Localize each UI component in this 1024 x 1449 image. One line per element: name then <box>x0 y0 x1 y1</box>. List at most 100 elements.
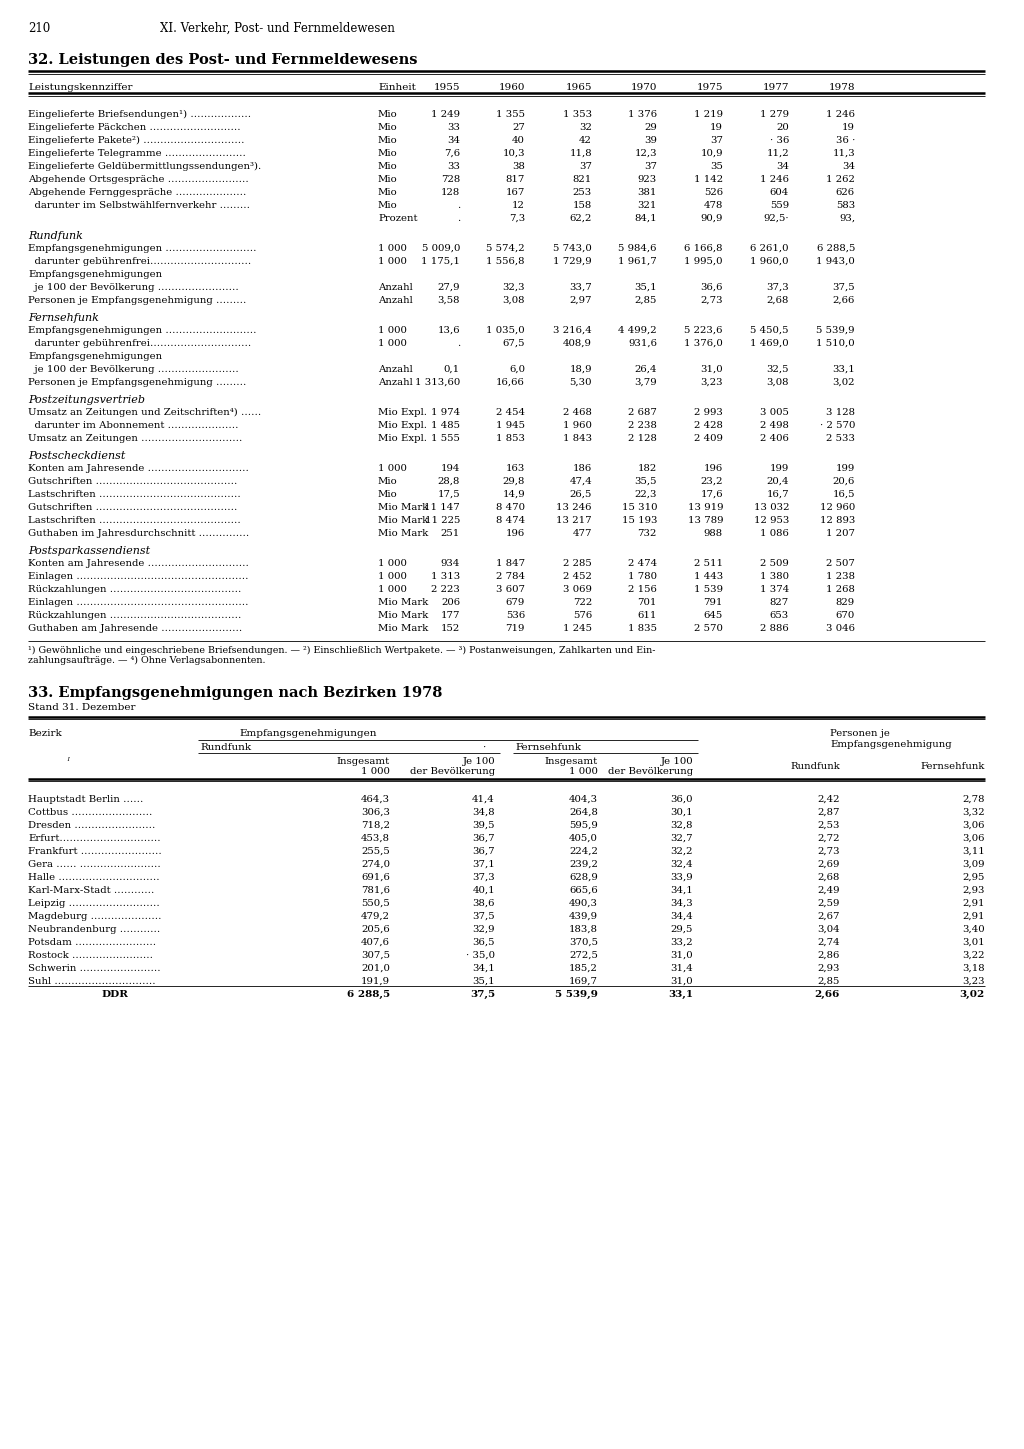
Text: 17,5: 17,5 <box>437 490 460 498</box>
Text: 1955: 1955 <box>433 83 460 91</box>
Text: · 35,0: · 35,0 <box>466 951 495 961</box>
Text: 37,3: 37,3 <box>766 283 790 293</box>
Text: 34,3: 34,3 <box>671 898 693 909</box>
Text: 182: 182 <box>638 464 657 472</box>
Text: Mio: Mio <box>378 490 397 498</box>
Text: 11,3: 11,3 <box>833 149 855 158</box>
Text: Rückzahlungen …………………………………: Rückzahlungen ………………………………… <box>28 611 242 620</box>
Text: der Bevölkerung: der Bevölkerung <box>608 767 693 777</box>
Text: 1 000: 1 000 <box>378 256 407 267</box>
Text: 12 893: 12 893 <box>819 516 855 525</box>
Text: Eingelieferte Geldübermittlungssendungen³).: Eingelieferte Geldübermittlungssendungen… <box>28 162 261 171</box>
Text: 40: 40 <box>512 136 525 145</box>
Text: Frankfurt ……………………: Frankfurt …………………… <box>28 848 162 856</box>
Text: 1 960: 1 960 <box>563 422 592 430</box>
Text: 10,9: 10,9 <box>700 149 723 158</box>
Text: 38,6: 38,6 <box>472 898 495 909</box>
Text: 3,01: 3,01 <box>963 938 985 948</box>
Text: 1 380: 1 380 <box>760 572 790 581</box>
Text: 274,0: 274,0 <box>361 861 390 869</box>
Text: zahlungsaufträge. — ⁴) Ohne Verlagsabonnenten.: zahlungsaufträge. — ⁴) Ohne Verlagsabonn… <box>28 656 265 665</box>
Text: 251: 251 <box>440 529 460 538</box>
Text: 22,3: 22,3 <box>635 490 657 498</box>
Text: 404,3: 404,3 <box>569 796 598 804</box>
Text: Insgesamt: Insgesamt <box>545 756 598 767</box>
Text: Mio Mark: Mio Mark <box>378 529 428 538</box>
Text: Postzeitungsvertrieb: Postzeitungsvertrieb <box>28 396 145 406</box>
Text: 23,2: 23,2 <box>700 477 723 485</box>
Text: Stand 31. Dezember: Stand 31. Dezember <box>28 703 135 711</box>
Text: 1 961,7: 1 961,7 <box>618 256 657 267</box>
Text: 2 285: 2 285 <box>563 559 592 568</box>
Text: 1 246: 1 246 <box>826 110 855 119</box>
Text: 26,5: 26,5 <box>569 490 592 498</box>
Text: 2 223: 2 223 <box>431 585 460 594</box>
Text: 128: 128 <box>440 188 460 197</box>
Text: darunter im Selbstwählfernverkehr ………: darunter im Selbstwählfernverkehr ……… <box>28 201 250 210</box>
Text: 6 288,5: 6 288,5 <box>347 990 390 998</box>
Text: 2 468: 2 468 <box>563 409 592 417</box>
Text: 559: 559 <box>770 201 790 210</box>
Text: 653: 653 <box>770 611 790 620</box>
Text: 8 470: 8 470 <box>496 503 525 511</box>
Text: 2 533: 2 533 <box>826 435 855 443</box>
Text: 5 574,2: 5 574,2 <box>486 243 525 254</box>
Text: 11 225: 11 225 <box>425 516 460 525</box>
Text: 67,5: 67,5 <box>503 339 525 348</box>
Text: 11 147: 11 147 <box>424 503 460 511</box>
Text: 722: 722 <box>572 598 592 607</box>
Text: 47,4: 47,4 <box>569 477 592 485</box>
Text: 3 005: 3 005 <box>760 409 790 417</box>
Text: Mio Mark: Mio Mark <box>378 598 428 607</box>
Text: 1 000: 1 000 <box>378 243 407 254</box>
Text: 6 288,5: 6 288,5 <box>816 243 855 254</box>
Text: Empfangsgenehmigung: Empfangsgenehmigung <box>830 740 951 749</box>
Text: 32,7: 32,7 <box>671 835 693 843</box>
Text: 29: 29 <box>644 123 657 132</box>
Text: 224,2: 224,2 <box>569 848 598 856</box>
Text: Insgesamt: Insgesamt <box>337 756 390 767</box>
Text: 0,1: 0,1 <box>443 365 460 374</box>
Text: 16,7: 16,7 <box>766 490 790 498</box>
Text: 931,6: 931,6 <box>628 339 657 348</box>
Text: 12 960: 12 960 <box>820 503 855 511</box>
Text: 33,9: 33,9 <box>671 872 693 882</box>
Text: 20,4: 20,4 <box>767 477 790 485</box>
Text: 1 555: 1 555 <box>431 435 460 443</box>
Text: 210: 210 <box>28 22 50 35</box>
Text: 152: 152 <box>440 625 460 633</box>
Text: 3,06: 3,06 <box>963 835 985 843</box>
Text: 37: 37 <box>644 162 657 171</box>
Text: Empfangsgenehmigungen: Empfangsgenehmigungen <box>239 729 377 738</box>
Text: 3,08: 3,08 <box>503 296 525 304</box>
Text: Gera …… ……………………: Gera …… …………………… <box>28 861 161 869</box>
Text: Einlagen ……………………………………………: Einlagen …………………………………………… <box>28 598 249 607</box>
Text: 2,73: 2,73 <box>700 296 723 304</box>
Text: 3,08: 3,08 <box>767 378 790 387</box>
Text: ᴵ: ᴵ <box>33 756 70 767</box>
Text: 934: 934 <box>440 559 460 568</box>
Text: 18,9: 18,9 <box>569 365 592 374</box>
Text: 8 474: 8 474 <box>496 516 525 525</box>
Text: Mio: Mio <box>378 162 397 171</box>
Text: 306,3: 306,3 <box>361 809 390 817</box>
Text: Abgehende Fernggespräche …………………: Abgehende Fernggespräche ………………… <box>28 188 247 197</box>
Text: 62,2: 62,2 <box>569 214 592 223</box>
Text: 1 374: 1 374 <box>760 585 790 594</box>
Text: der Bevölkerung: der Bevölkerung <box>410 767 495 777</box>
Text: 3,02: 3,02 <box>833 378 855 387</box>
Text: 39: 39 <box>644 136 657 145</box>
Text: 670: 670 <box>836 611 855 620</box>
Text: Magdeburg …………………: Magdeburg ………………… <box>28 911 162 922</box>
Text: 32,9: 32,9 <box>472 924 495 935</box>
Text: 13,6: 13,6 <box>437 326 460 335</box>
Text: 3,06: 3,06 <box>963 822 985 830</box>
Text: 1 469,0: 1 469,0 <box>751 339 790 348</box>
Text: Karl-Marx-Stadt …………: Karl-Marx-Stadt ………… <box>28 885 155 895</box>
Text: 1 485: 1 485 <box>431 422 460 430</box>
Text: Mio: Mio <box>378 201 397 210</box>
Text: .: . <box>457 339 460 348</box>
Text: 2,78: 2,78 <box>963 796 985 804</box>
Text: 29,8: 29,8 <box>503 477 525 485</box>
Text: 6 166,8: 6 166,8 <box>684 243 723 254</box>
